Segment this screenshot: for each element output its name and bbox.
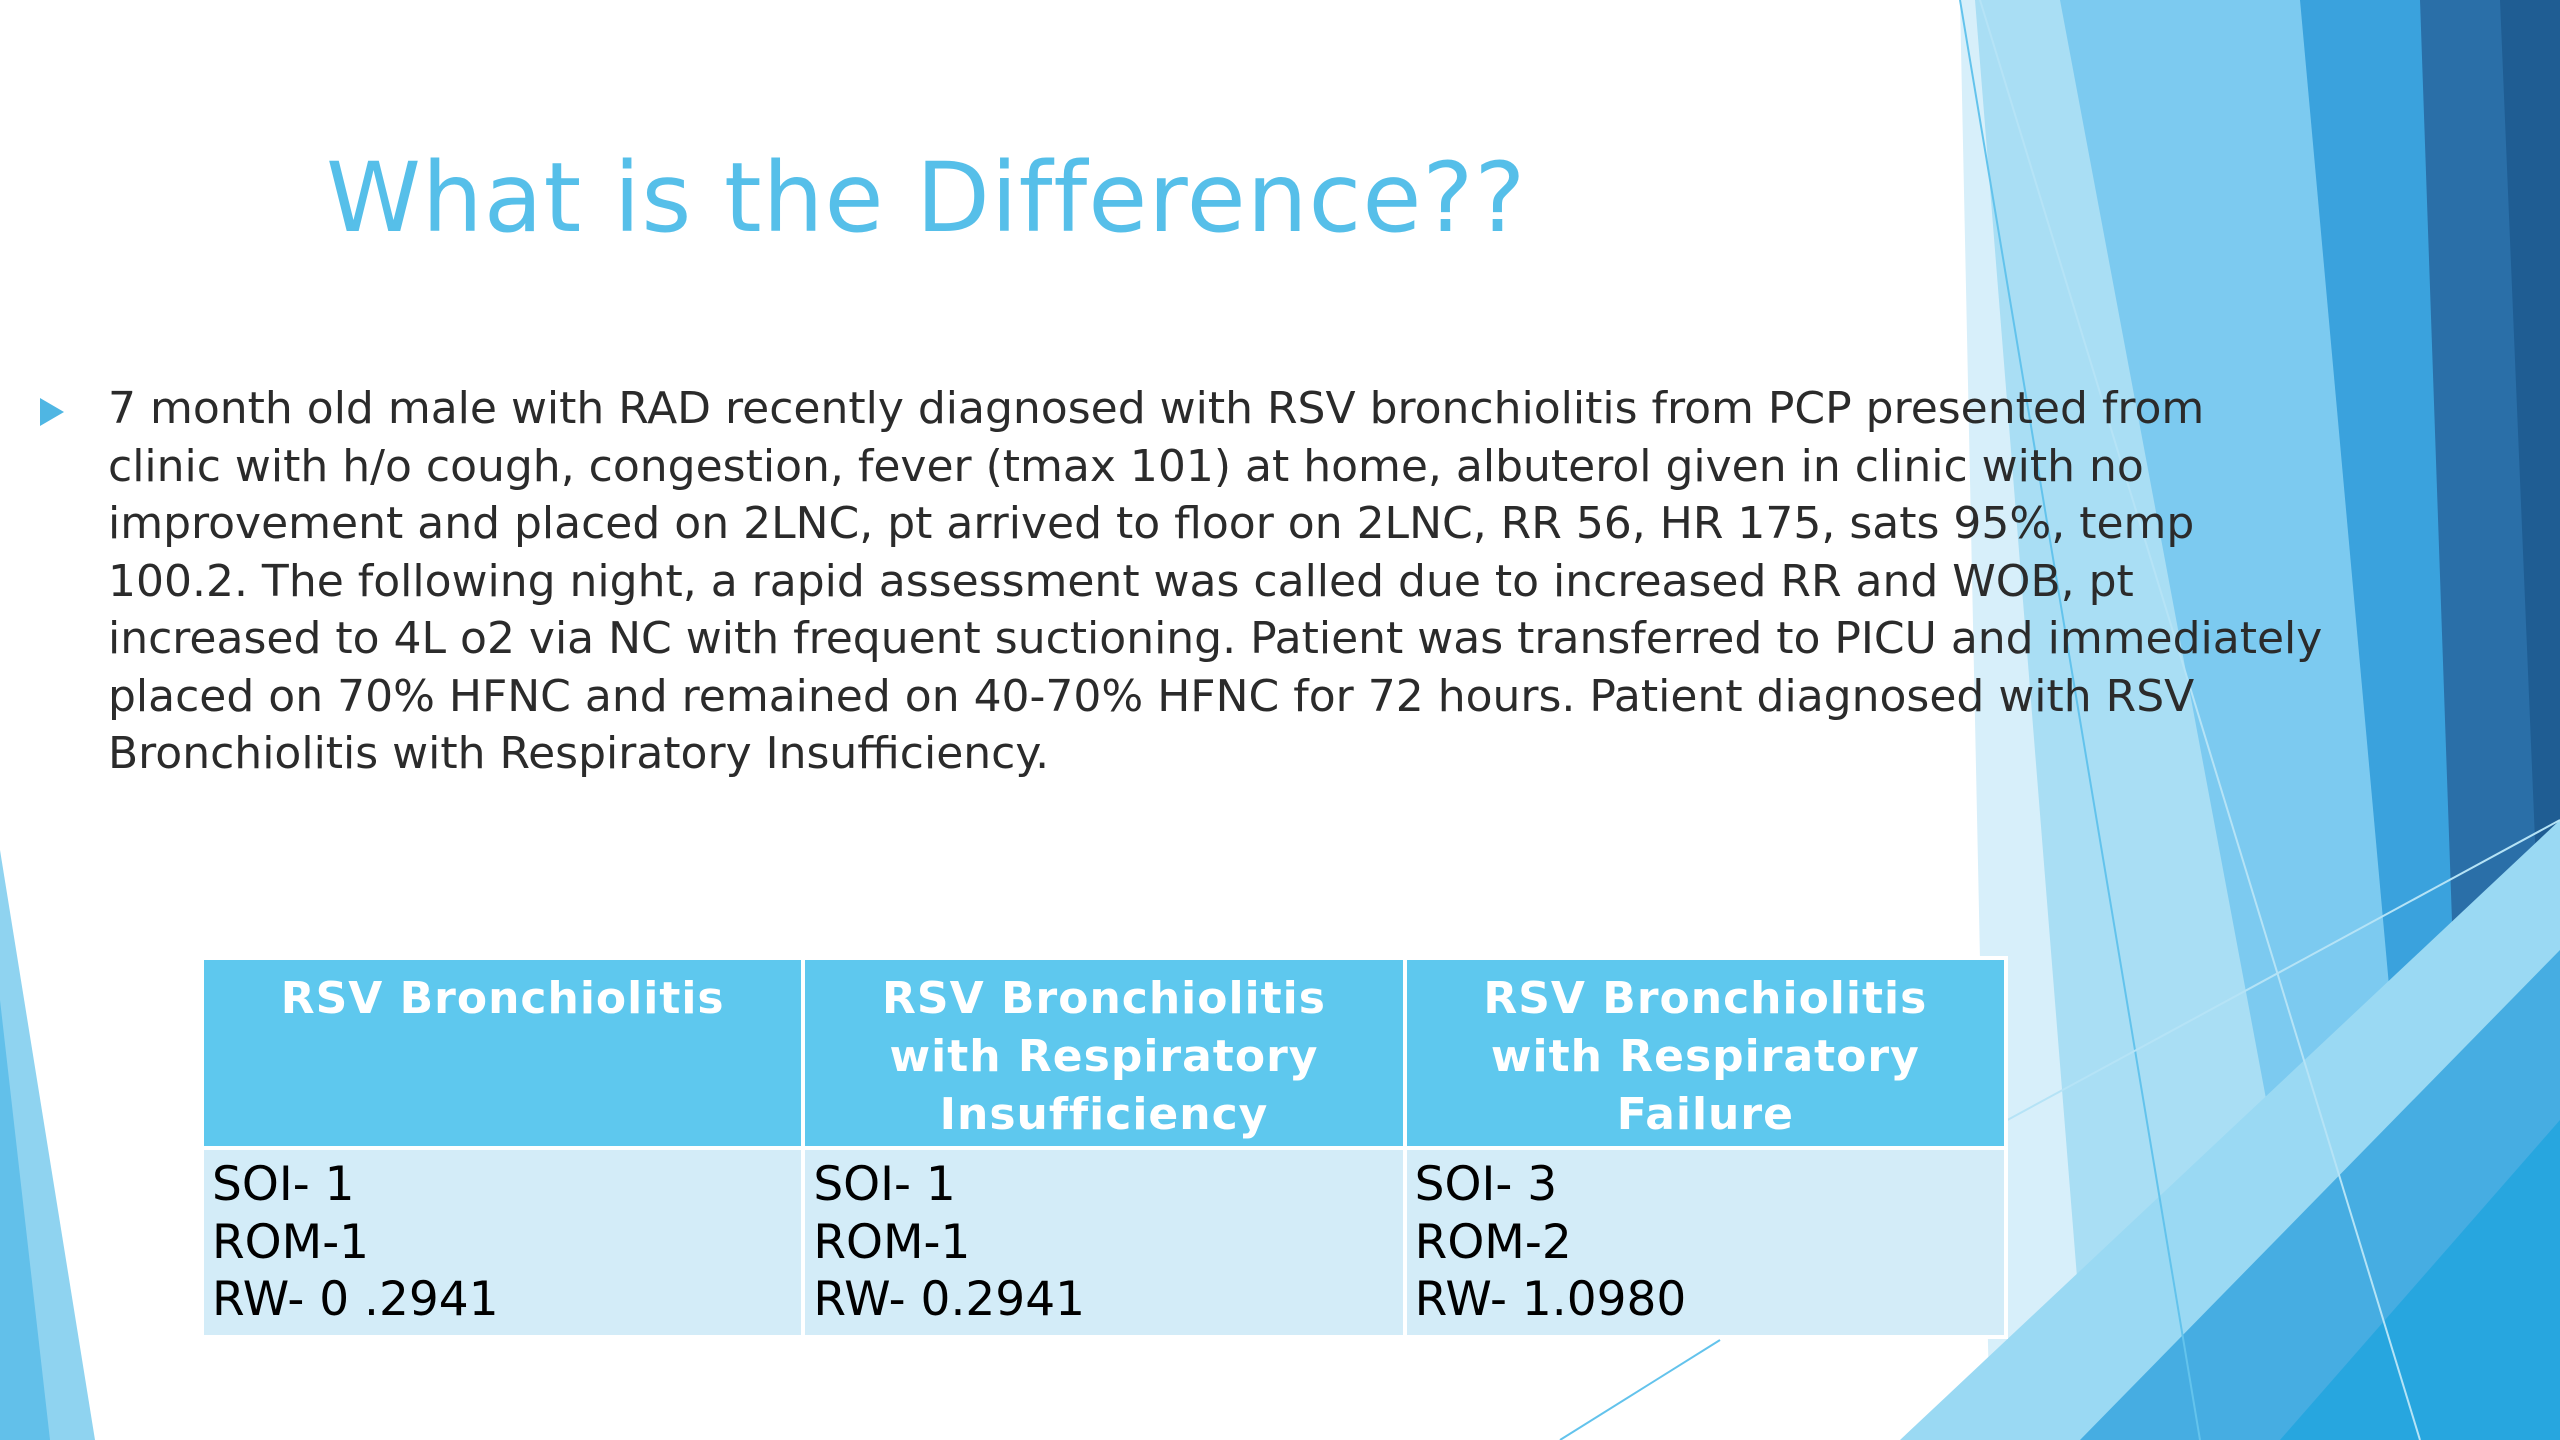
diagonal-line — [1559, 1339, 1721, 1440]
lower-right-fan-bright — [2280, 1120, 2560, 1440]
soi-value: SOI- 3 — [1414, 1157, 1558, 1212]
comparison-table: RSV Bronchiolitis RSV Bronchiolitis with… — [199, 956, 2009, 1339]
soi-value: SOI- 1 — [813, 1157, 956, 1212]
table-header-row: RSV Bronchiolitis RSV Bronchiolitis with… — [199, 956, 2009, 1150]
rw-value: RW- 0 .2941 — [212, 1272, 499, 1327]
rw-value: RW- 1.0980 — [1414, 1272, 1687, 1327]
rw-value: RW- 0.2941 — [813, 1272, 1086, 1327]
table-cell: SOI- 1 ROM-1 RW- 0.2941 — [801, 1146, 1407, 1339]
diagonal-line — [1959, 0, 2201, 1440]
slide-title: What is the Difference?? — [326, 142, 1527, 254]
column-header-respiratory-failure: RSV Bronchiolitis with Respiratory Failu… — [1402, 956, 2009, 1150]
table-row: SOI- 1 ROM-1 RW- 0 .2941 SOI- 1 ROM-1 RW… — [199, 1146, 2009, 1339]
column-header-rsv-bronchiolitis: RSV Bronchiolitis — [199, 956, 806, 1150]
diagonal-line — [1979, 0, 2421, 1440]
table-cell: SOI- 3 ROM-2 RW- 1.0980 — [1402, 1146, 2009, 1339]
triangle-right-icon — [40, 398, 64, 426]
table-cell: SOI- 1 ROM-1 RW- 0 .2941 — [199, 1146, 806, 1339]
bullet-paragraph: 7 month old male with RAD recently diagn… — [108, 383, 2323, 779]
column-header-respiratory-insufficiency: RSV Bronchiolitis with Respiratory Insuf… — [801, 956, 1407, 1150]
soi-value: SOI- 1 — [212, 1157, 355, 1212]
rom-value: ROM-1 — [212, 1214, 370, 1270]
rom-value: ROM-2 — [1414, 1214, 1572, 1270]
rom-value: ROM-1 — [813, 1214, 971, 1270]
left-accent-shade — [0, 1000, 50, 1440]
